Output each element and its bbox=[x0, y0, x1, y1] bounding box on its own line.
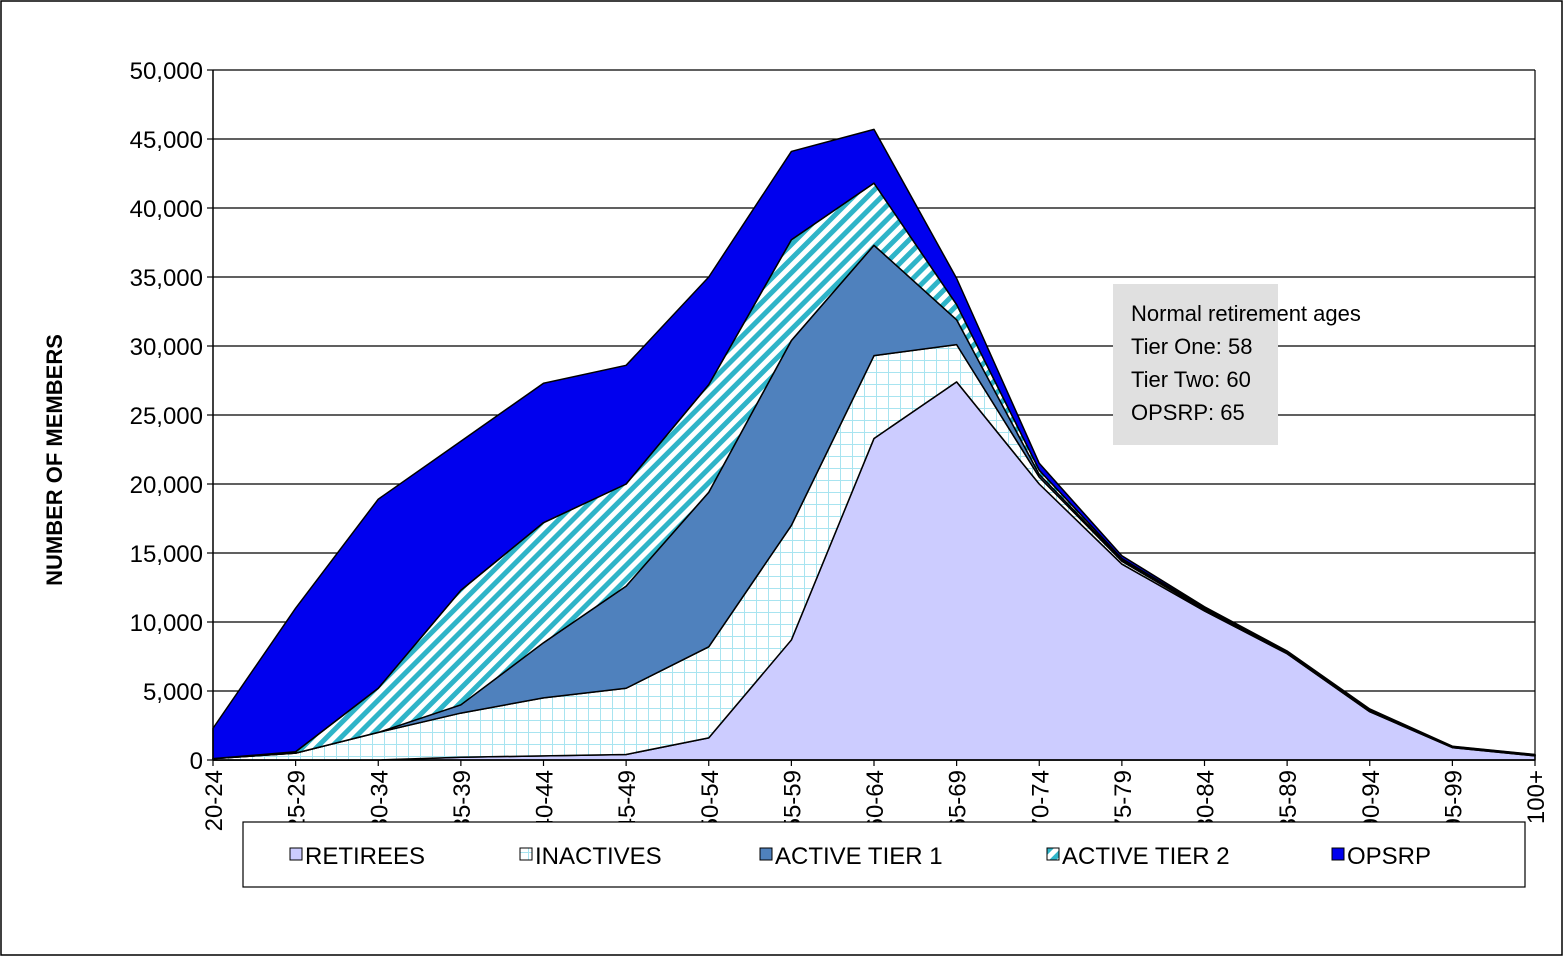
y-axis-title: NUMBER OF MEMBERS bbox=[42, 334, 67, 586]
annotation: Normal retirement ages Tier One: 58 Tier T… bbox=[1131, 301, 1361, 425]
annotation-line: Tier One: 58 bbox=[1131, 334, 1252, 359]
y-tick-label: 15,000 bbox=[130, 541, 203, 568]
x-tick-label: 80-84 bbox=[1193, 770, 1220, 831]
y-tick-label: 10,000 bbox=[130, 610, 203, 637]
x-tick-label: 55-59 bbox=[779, 770, 806, 831]
annotation-line: Normal retirement ages bbox=[1131, 301, 1361, 326]
annotation-box bbox=[1113, 284, 1278, 445]
x-tick-label: 30-34 bbox=[366, 770, 393, 831]
x-tick-label: 65-69 bbox=[945, 770, 972, 831]
legend-swatch bbox=[1046, 847, 1060, 861]
legend-label: OPSRP bbox=[1347, 843, 1431, 870]
x-tick-label: 95-99 bbox=[1440, 770, 1467, 831]
x-tick-label: 35-39 bbox=[449, 770, 476, 831]
y-tick-label: 5,000 bbox=[143, 679, 203, 706]
areas bbox=[212, 128, 1536, 761]
y-tick-label: 20,000 bbox=[130, 472, 203, 499]
legend-label: RETIREES bbox=[305, 843, 425, 870]
legend-label: ACTIVE TIER 1 bbox=[775, 843, 943, 870]
y-tick-label: 35,000 bbox=[130, 265, 203, 292]
y-tick-label: 50,000 bbox=[130, 58, 203, 85]
legend-swatch bbox=[519, 847, 533, 861]
x-tick-label: 60-64 bbox=[862, 770, 889, 831]
legend-swatch bbox=[289, 847, 303, 861]
x-tick-label: 85-89 bbox=[1275, 770, 1302, 831]
axes: 0 5,000 10,000 15,000 20,000 25,000 30,000 35,0… bbox=[130, 58, 1550, 831]
x-tick-label: 45-49 bbox=[614, 770, 641, 831]
y-tick-label: 25,000 bbox=[130, 403, 203, 430]
legend-swatch bbox=[759, 847, 773, 861]
x-tick-label: 40-44 bbox=[532, 770, 559, 831]
y-tick-label: 45,000 bbox=[130, 127, 203, 154]
legend-box bbox=[242, 821, 1526, 888]
x-tick-label: 25-29 bbox=[284, 770, 311, 831]
y-tick-label: 40,000 bbox=[130, 196, 203, 223]
annotation-line: OPSRP: 65 bbox=[1131, 400, 1245, 425]
legend-swatch bbox=[1331, 847, 1345, 861]
x-tick-label: 75-79 bbox=[1110, 770, 1137, 831]
x-tick-label: 90-94 bbox=[1358, 770, 1385, 831]
y-tick-label: 30,000 bbox=[130, 334, 203, 361]
legend-label: ACTIVE TIER 2 bbox=[1062, 843, 1230, 870]
x-tick-label: 50-54 bbox=[697, 770, 724, 831]
x-tick-label: 70-74 bbox=[1027, 770, 1054, 831]
x-tick-label: 20-24 bbox=[201, 770, 228, 831]
legend: RETIREES INACTIVES ACTIVE TIER 1 ACTIVE TIE… bbox=[289, 843, 1431, 870]
y-tick-label: 0 bbox=[190, 748, 203, 775]
x-tick-label: 100+ bbox=[1523, 770, 1550, 824]
legend-label: INACTIVES bbox=[535, 843, 662, 870]
annotation-line: Tier Two: 60 bbox=[1131, 367, 1251, 392]
